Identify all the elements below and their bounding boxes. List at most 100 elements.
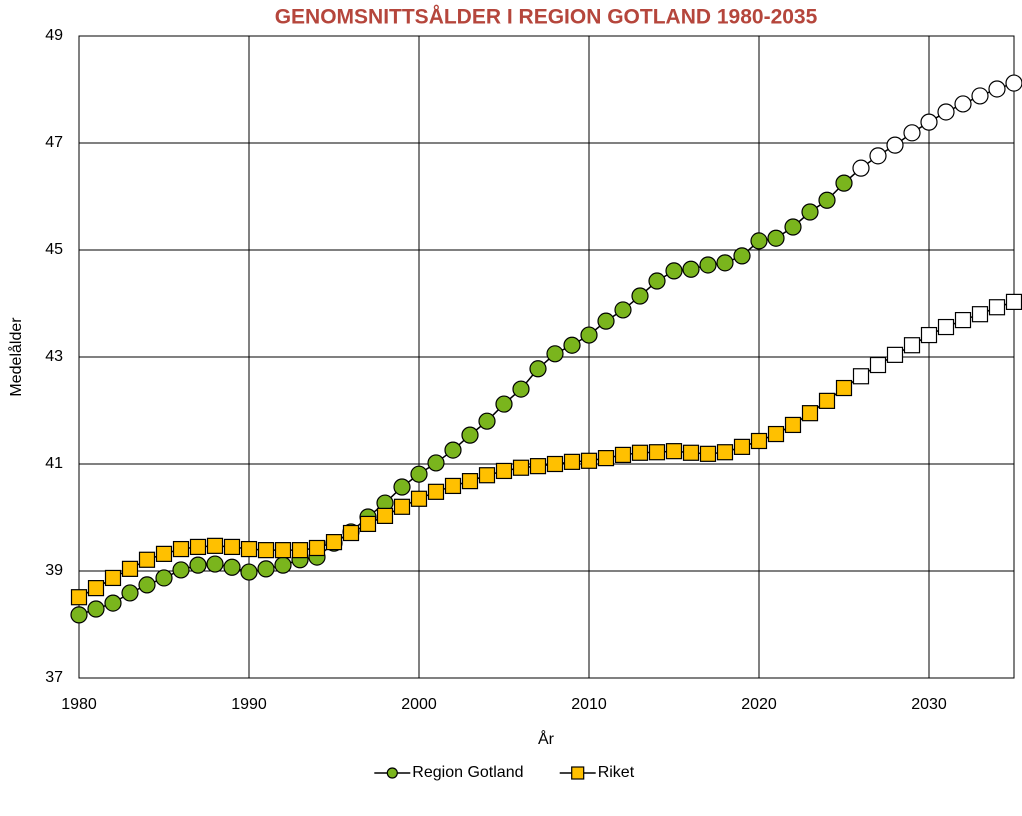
y-tick-label: 39 — [45, 562, 63, 579]
marker — [988, 299, 1006, 316]
marker — [257, 542, 275, 559]
y-tick-label: 45 — [45, 241, 63, 258]
x-axis-label: År — [538, 729, 555, 748]
marker — [189, 556, 207, 574]
marker — [682, 444, 700, 461]
marker — [121, 584, 139, 602]
marker — [461, 473, 479, 490]
marker — [648, 272, 666, 290]
marker — [733, 247, 751, 265]
marker — [818, 191, 836, 209]
marker — [767, 425, 785, 443]
marker — [903, 337, 921, 354]
marker — [512, 380, 530, 398]
marker — [189, 538, 207, 556]
marker — [563, 336, 581, 354]
y-tick-label: 49 — [45, 27, 63, 44]
x-tick-label: 2020 — [741, 696, 777, 713]
marker — [852, 368, 870, 385]
marker — [70, 589, 88, 606]
marker — [903, 124, 921, 142]
marker — [869, 147, 887, 165]
marker — [138, 576, 156, 594]
marker — [359, 515, 377, 533]
marker — [444, 441, 462, 459]
legend-marker — [571, 766, 585, 780]
marker — [206, 537, 224, 554]
marker — [563, 453, 581, 470]
marker — [580, 452, 598, 469]
marker — [818, 392, 836, 409]
marker — [801, 405, 819, 422]
marker — [478, 412, 496, 430]
marker — [155, 569, 173, 587]
marker — [410, 490, 428, 507]
marker — [427, 454, 445, 472]
marker — [920, 326, 938, 344]
x-tick-label: 2010 — [571, 696, 607, 713]
marker — [937, 318, 955, 336]
y-tick-label: 41 — [45, 455, 63, 472]
marker — [529, 458, 547, 475]
marker — [954, 95, 972, 113]
marker — [699, 445, 717, 462]
chart-title: GENOMSNITTSÅLDER I REGION GOTLAND 1980-2… — [275, 5, 818, 29]
marker — [920, 113, 938, 131]
marker — [835, 174, 853, 192]
marker — [971, 306, 989, 323]
marker — [87, 600, 105, 618]
marker — [1005, 293, 1022, 310]
y-axis-label: Medelålder — [7, 317, 25, 397]
marker — [291, 542, 309, 559]
marker — [716, 254, 734, 272]
marker — [682, 260, 700, 278]
marker — [223, 558, 241, 576]
marker — [104, 569, 122, 587]
marker — [631, 287, 649, 305]
legend-label: Region Gotland — [412, 764, 523, 781]
marker — [495, 462, 513, 480]
marker — [495, 395, 513, 413]
marker — [104, 594, 122, 612]
marker — [206, 555, 224, 573]
marker — [529, 360, 547, 378]
marker — [546, 345, 564, 363]
marker — [308, 539, 326, 557]
marker — [784, 218, 802, 236]
marker — [121, 560, 139, 577]
marker — [767, 229, 785, 247]
marker — [138, 551, 156, 568]
marker — [87, 580, 105, 597]
marker — [886, 136, 904, 154]
marker — [274, 542, 292, 559]
marker — [988, 80, 1006, 98]
marker — [257, 560, 275, 578]
marker — [240, 563, 258, 581]
legend-marker — [386, 767, 398, 779]
marker — [240, 540, 258, 558]
marker — [274, 556, 292, 574]
marker — [546, 455, 564, 473]
marker — [631, 444, 649, 461]
marker — [172, 561, 190, 579]
marker — [750, 232, 768, 250]
marker — [597, 450, 615, 467]
marker — [427, 483, 445, 500]
marker — [410, 465, 428, 483]
marker — [614, 446, 632, 464]
marker — [512, 459, 530, 476]
x-tick-label: 2030 — [911, 696, 947, 713]
marker — [172, 540, 190, 558]
marker — [376, 507, 394, 524]
y-tick-label: 47 — [45, 134, 63, 151]
marker — [155, 545, 173, 562]
marker — [393, 478, 411, 496]
marker — [733, 438, 751, 455]
y-tick-label: 37 — [45, 669, 63, 686]
y-tick-label: 43 — [45, 348, 63, 365]
legend-label: Riket — [598, 764, 635, 781]
marker — [971, 87, 989, 105]
marker — [784, 416, 802, 434]
marker — [937, 103, 955, 121]
